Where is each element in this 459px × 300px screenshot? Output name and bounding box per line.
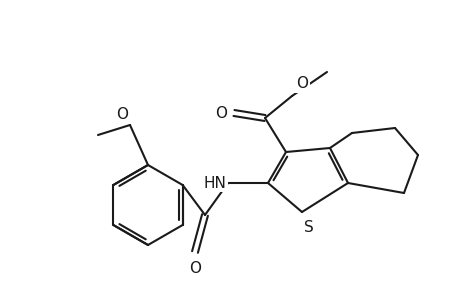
- Text: O: O: [295, 76, 308, 91]
- Text: O: O: [116, 107, 128, 122]
- Text: S: S: [303, 220, 313, 235]
- Text: O: O: [189, 261, 201, 276]
- Text: HN: HN: [203, 176, 225, 190]
- Text: O: O: [214, 106, 226, 121]
